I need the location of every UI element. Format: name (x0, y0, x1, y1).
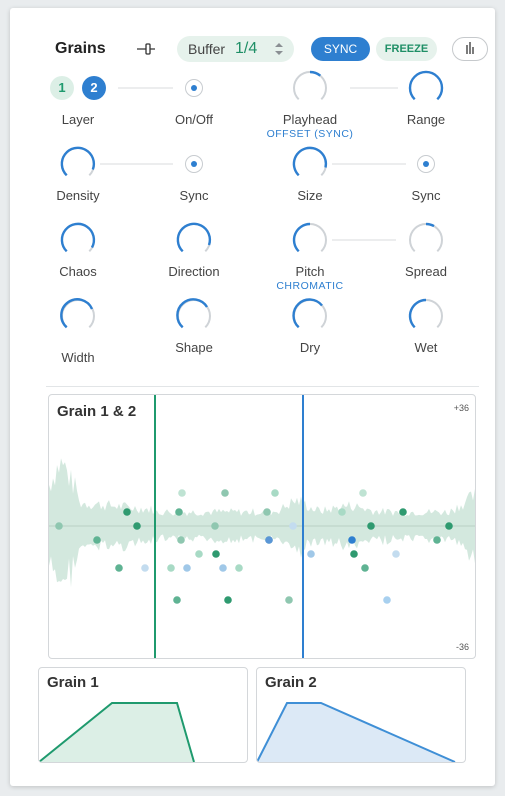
grain-dot (211, 522, 219, 530)
grain-dot (175, 508, 183, 516)
pitch-label: Pitch (295, 264, 325, 279)
control-connectors (100, 87, 406, 241)
wet-label: Wet (414, 340, 438, 355)
grain-dot (115, 564, 123, 572)
sync-button[interactable]: SYNC (311, 37, 370, 61)
grain-dot (289, 522, 297, 530)
grain-dot (399, 508, 407, 516)
grain-dot (265, 536, 273, 544)
grain-dot (433, 536, 441, 544)
grain-1-title: Grain 1 (47, 674, 99, 691)
grain-dot (361, 564, 369, 572)
grain-dot (367, 522, 375, 530)
grains-panel: Grains Buffer 1/4 SYNC FREEZE 1 2 Layer … (10, 8, 495, 786)
bar-chart-icon (466, 42, 474, 54)
pitch-sublabel: CHROMATIC (276, 280, 344, 292)
grain-dot (55, 522, 63, 530)
waveform-canvas (49, 395, 475, 658)
grain-dot (219, 564, 227, 572)
section-divider (46, 386, 479, 387)
dry-knob[interactable] (290, 296, 330, 336)
playhead-knob[interactable] (290, 68, 330, 108)
size-label: Size (297, 188, 323, 203)
on-off-radio[interactable] (184, 78, 204, 98)
range-label: Range (406, 112, 446, 127)
grain-dot (271, 489, 279, 497)
playhead-sublabel: OFFSET (SYNC) (266, 128, 354, 140)
freeze-button[interactable]: FREEZE (376, 37, 437, 61)
waveform-shape (49, 458, 475, 588)
grain-dot (133, 522, 141, 530)
buffer-label: Buffer (188, 41, 226, 57)
grain-1-envelope[interactable]: Grain 1 (38, 667, 248, 763)
meter-button[interactable] (452, 37, 488, 61)
chaos-knob[interactable] (58, 220, 98, 260)
range-knob[interactable] (406, 68, 446, 108)
waveform-max-label: +36 (453, 403, 469, 413)
direction-label: Direction (168, 264, 220, 279)
grain-dot (348, 536, 356, 544)
sync-radio-2[interactable] (416, 154, 436, 174)
buffer-value: 1/4 (235, 40, 258, 57)
width-label: Width (61, 350, 95, 365)
panel-title: Grains (55, 40, 106, 57)
playhead-label: Playhead (282, 112, 338, 127)
grain-dot (167, 564, 175, 572)
pitch-knob[interactable] (290, 220, 330, 260)
shape-knob[interactable] (174, 296, 214, 336)
spread-knob[interactable] (406, 220, 446, 260)
density-label: Density (56, 188, 100, 203)
chaos-label: Chaos (59, 264, 97, 279)
grain-dot (235, 564, 243, 572)
grain-dot (338, 508, 346, 516)
layer-1-button[interactable]: 1 (50, 76, 74, 100)
grain-dot (141, 564, 149, 572)
grain-1-envelope-shape (39, 702, 195, 762)
updown-arrows-icon (275, 43, 283, 55)
size-knob[interactable] (290, 144, 330, 184)
layer-label: Layer (61, 112, 95, 127)
direction-knob[interactable] (174, 220, 214, 260)
grain-dot (307, 550, 315, 558)
sync-radio-1[interactable] (184, 154, 204, 174)
on-off-label: On/Off (174, 112, 214, 127)
grain-2-envelope[interactable]: Grain 2 (256, 667, 466, 763)
sync-label-1: Sync (179, 188, 209, 203)
slider-icon[interactable] (136, 42, 156, 56)
grain-dot (123, 508, 131, 516)
grain-dot (263, 508, 271, 516)
grain-dot (195, 550, 203, 558)
grain-dot (93, 536, 101, 544)
grain-waveform-display[interactable]: Grain 1 & 2 +36 -36 (48, 394, 476, 659)
waveform-min-label: -36 (455, 642, 469, 652)
grain-dot (359, 489, 367, 497)
layer-2-button[interactable]: 2 (82, 76, 106, 100)
sync-label-2: Sync (411, 188, 441, 203)
grain-dot (383, 596, 391, 604)
buffer-select[interactable]: Buffer 1/4 (177, 36, 294, 62)
waveform-title: Grain 1 & 2 (57, 403, 137, 420)
grain-dot (178, 489, 186, 497)
grain-dot (392, 550, 400, 558)
grain-dot (445, 522, 453, 530)
grain-dot (221, 489, 229, 497)
grain-dot (173, 596, 181, 604)
dry-label: Dry (299, 340, 321, 355)
grain-dot (350, 550, 358, 558)
grain-dot (177, 536, 185, 544)
width-knob[interactable] (58, 296, 98, 336)
grain-dot (212, 550, 220, 558)
grain-2-envelope-shape (257, 702, 456, 762)
shape-label: Shape (175, 340, 213, 355)
grain-dot (224, 596, 232, 604)
spread-label: Spread (405, 264, 447, 279)
grain-2-title: Grain 2 (265, 674, 317, 691)
grain-dot (285, 596, 293, 604)
density-knob[interactable] (58, 144, 98, 184)
grain-dot (183, 564, 191, 572)
wet-knob[interactable] (406, 296, 446, 336)
